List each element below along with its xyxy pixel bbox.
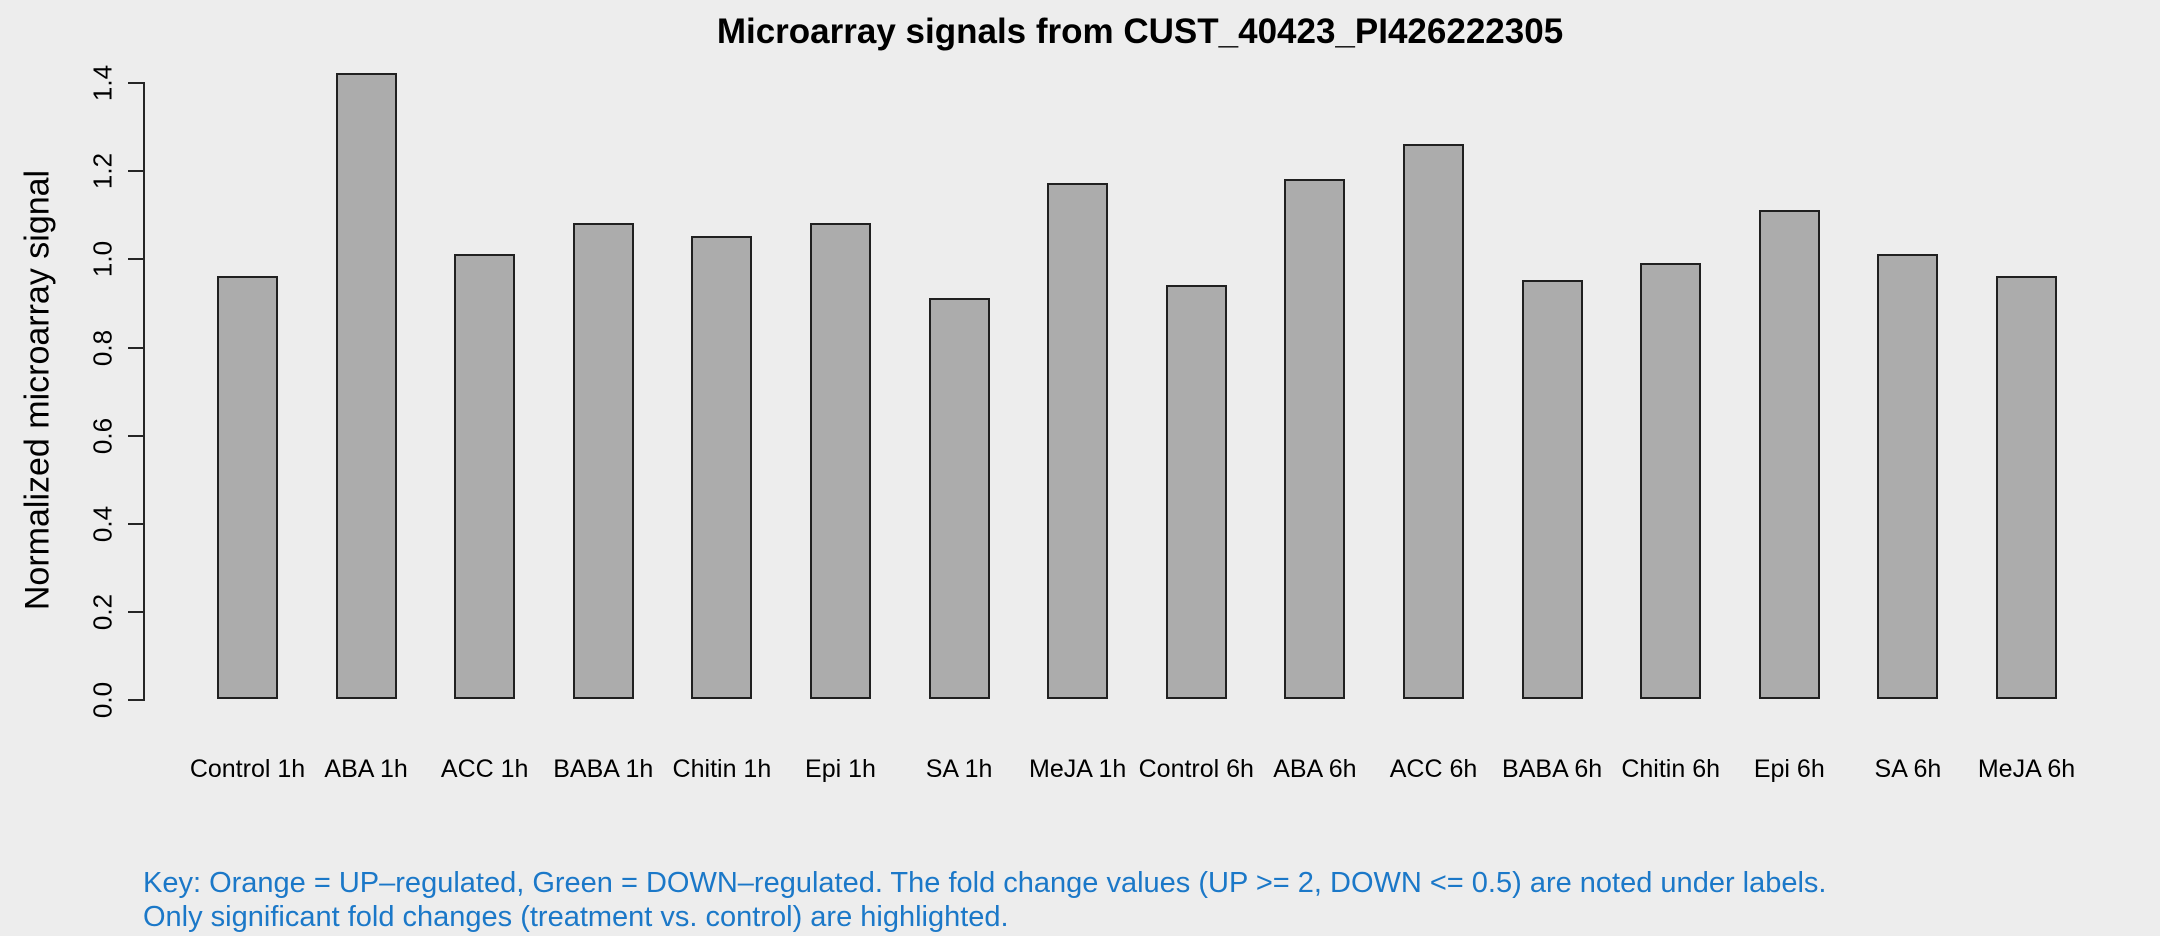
x-tick-label: BABA 6h (1502, 755, 1603, 783)
y-axis-line (143, 82, 145, 701)
x-tick-label: ACC 1h (440, 755, 529, 783)
bar (691, 236, 753, 699)
y-tick-label: 1.0 (87, 241, 118, 278)
y-axis-tick (128, 522, 143, 525)
bar (1640, 262, 1702, 699)
x-tick-label: MeJA 6h (1977, 755, 2076, 783)
y-axis-tick (128, 170, 143, 173)
bar (1047, 183, 1109, 699)
x-tick-label: Chitin 6h (1621, 755, 1721, 783)
x-tick-label: SA 1h (925, 755, 993, 783)
bar (335, 73, 397, 699)
y-axis-tick (128, 610, 143, 613)
x-tick-label: Epi 6h (1753, 755, 1825, 783)
y-axis-tick (128, 258, 143, 261)
bar (810, 223, 871, 699)
key-line-1: Key: Orange = UP–regulated, Green = DOWN… (143, 867, 1827, 899)
y-tick-label: 1.4 (87, 65, 118, 102)
x-tick-label: SA 6h (1874, 755, 1942, 783)
bar (1284, 179, 1346, 699)
bar (1758, 209, 1820, 699)
x-tick-label: ABA 6h (1273, 755, 1357, 783)
bar (1165, 284, 1227, 699)
y-tick-label: 0.0 (87, 681, 118, 719)
bar (572, 223, 634, 699)
x-tick-label: ACC 6h (1389, 755, 1478, 783)
y-tick-label: 0.6 (87, 417, 118, 454)
x-tick-label: Control 6h (1138, 755, 1254, 783)
bar (928, 298, 990, 699)
x-tick-label: BABA 1h (553, 755, 654, 783)
y-tick-label: 0.4 (87, 505, 118, 542)
x-tick-label: MeJA 1h (1029, 755, 1127, 783)
chart-title: Microarray signals from CUST_40423_PI426… (716, 12, 1564, 51)
bar (1403, 143, 1464, 699)
bar (1521, 280, 1583, 699)
bar (454, 253, 516, 699)
x-tick-label: Control 1h (189, 755, 306, 783)
y-tick-label: 0.2 (87, 593, 118, 630)
x-tick-label: ABA 1h (324, 755, 408, 783)
y-axis-tick (128, 346, 143, 349)
key-line-2: Only significant fold changes (treatment… (143, 901, 1009, 933)
key-block: Key: Orange = UP–regulated, Green = DOWN… (143, 866, 1827, 934)
x-tick-label: Chitin 1h (672, 755, 772, 783)
y-tick-label: 1.2 (87, 153, 118, 190)
bar (1877, 253, 1939, 699)
y-axis-tick (128, 699, 143, 701)
x-tick-label: Epi 1h (805, 755, 876, 783)
y-axis-title: Normalized microarray signal (18, 169, 57, 611)
bar (1996, 276, 2057, 699)
y-axis-tick (128, 82, 143, 85)
bar (217, 276, 278, 699)
y-axis-tick (128, 434, 143, 437)
y-tick-label: 0.8 (87, 329, 118, 366)
